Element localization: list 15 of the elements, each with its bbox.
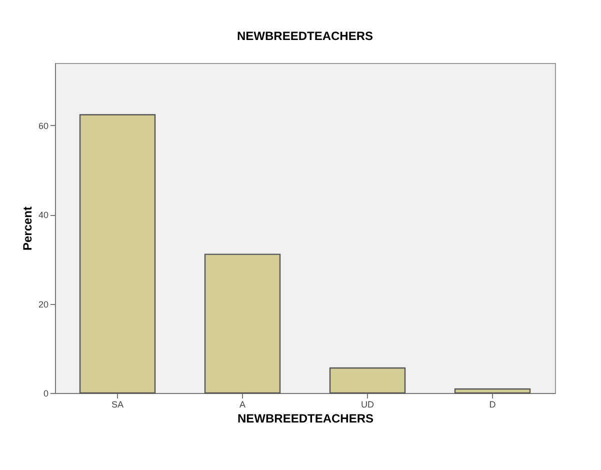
y-tick-label: 60: [38, 120, 48, 131]
x-tick-label: D: [489, 400, 496, 410]
bar: [79, 114, 156, 394]
x-tick-label: UD: [361, 400, 374, 410]
chart-title: NEWBREEDTEACHERS: [236, 29, 374, 43]
bar: [204, 254, 281, 394]
y-axis-title: Percent: [20, 206, 34, 251]
x-tick-label: SA: [111, 400, 124, 410]
y-tick-label: 0: [43, 388, 48, 398]
y-tick-label: 20: [38, 299, 48, 310]
y-tick-label: 40: [38, 210, 48, 220]
x-axis-title: NEWBREEDTEACHERS: [237, 412, 374, 426]
bar: [329, 367, 406, 394]
x-tick-label: A: [239, 400, 246, 410]
bar: [454, 388, 531, 394]
